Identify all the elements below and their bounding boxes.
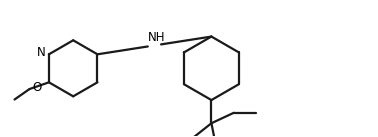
Text: O: O: [33, 81, 42, 94]
Text: N: N: [36, 46, 45, 59]
Text: NH: NH: [147, 31, 165, 44]
